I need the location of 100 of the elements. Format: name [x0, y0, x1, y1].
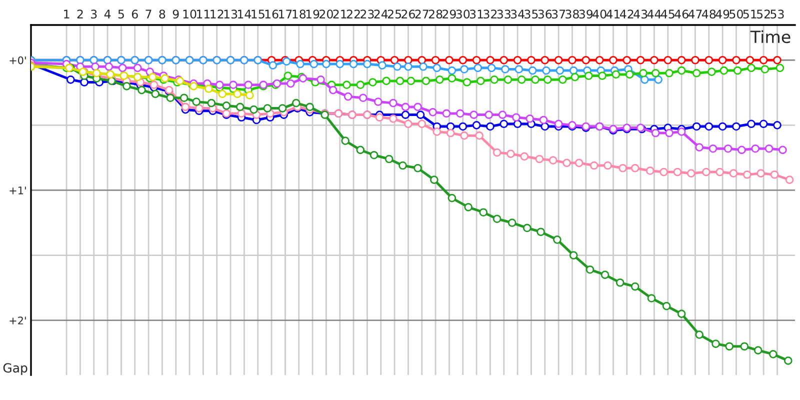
- point: [286, 79, 295, 88]
- point: [470, 110, 478, 119]
- point: [692, 68, 701, 78]
- point: [639, 68, 648, 78]
- point: [181, 102, 190, 112]
- point: [574, 158, 584, 168]
- point: [630, 282, 640, 291]
- point: [553, 236, 562, 244]
- point: [222, 102, 231, 110]
- x-tick-label: 39: [579, 10, 593, 19]
- point: [342, 80, 351, 90]
- point: [536, 228, 545, 236]
- point: [404, 56, 412, 64]
- x-tick-label: 31: [470, 10, 483, 19]
- point: [582, 56, 590, 64]
- point: [349, 60, 358, 68]
- point: [646, 166, 654, 175]
- x-tick-label: 19: [306, 10, 320, 19]
- point: [584, 72, 593, 80]
- point: [414, 102, 422, 112]
- point: [374, 98, 382, 106]
- x-tick-label: 16: [265, 10, 278, 19]
- x-tick-label: 36: [538, 10, 552, 19]
- point: [506, 150, 515, 158]
- point: [456, 109, 464, 118]
- point: [460, 65, 468, 74]
- point: [414, 164, 422, 172]
- point: [665, 128, 674, 138]
- point: [778, 146, 787, 154]
- point: [390, 56, 399, 64]
- point: [746, 56, 754, 64]
- point: [462, 78, 472, 86]
- point: [662, 302, 671, 310]
- point: [91, 62, 100, 71]
- point: [740, 342, 749, 351]
- x-tick-label: 10: [183, 10, 196, 19]
- point: [760, 65, 770, 74]
- x-tick-label: 14: [238, 10, 252, 18]
- point: [416, 110, 425, 119]
- point: [732, 56, 740, 64]
- point: [418, 56, 426, 64]
- point: [446, 128, 455, 138]
- x-axis-title: Time: [750, 30, 790, 44]
- x-tick-label: 44: [647, 10, 662, 18]
- point: [556, 66, 564, 75]
- point: [718, 56, 727, 64]
- x-tick-label: 29: [442, 10, 456, 19]
- point: [475, 131, 484, 140]
- point: [498, 110, 507, 119]
- point: [422, 76, 430, 86]
- point: [554, 56, 563, 64]
- x-tick-label: 43: [634, 10, 648, 19]
- point: [104, 62, 114, 71]
- point: [479, 208, 488, 217]
- point: [428, 108, 437, 116]
- point: [609, 56, 618, 64]
- x-tick-label: 40: [592, 10, 606, 19]
- point: [432, 128, 442, 136]
- point: [707, 68, 716, 76]
- point: [751, 144, 760, 153]
- x-tick-label: 46: [674, 10, 688, 19]
- point: [517, 75, 526, 84]
- point: [768, 350, 778, 358]
- point: [180, 94, 188, 102]
- point: [500, 56, 508, 64]
- point: [401, 110, 410, 119]
- point: [358, 94, 368, 102]
- point: [512, 113, 520, 122]
- point: [263, 104, 272, 112]
- point: [306, 102, 314, 112]
- point: [677, 56, 686, 64]
- point: [501, 65, 510, 74]
- point: [370, 150, 378, 160]
- point: [133, 64, 142, 72]
- point: [704, 56, 714, 64]
- x-tick-label: 47: [688, 10, 702, 18]
- point: [514, 65, 524, 74]
- point: [522, 224, 532, 232]
- point: [747, 64, 756, 72]
- point: [586, 265, 594, 274]
- x-tick-label: 48: [702, 10, 716, 19]
- point: [464, 202, 473, 212]
- point: [80, 78, 88, 86]
- point: [237, 109, 246, 118]
- point: [708, 144, 718, 153]
- x-tick-label: 23: [360, 10, 374, 19]
- x-tick-label: 49: [716, 10, 730, 19]
- x-tick-label: 25: [388, 10, 402, 19]
- point: [148, 72, 157, 82]
- point: [747, 120, 756, 128]
- x-tick-label: 52: [756, 10, 770, 19]
- point: [520, 152, 529, 161]
- point: [474, 64, 482, 72]
- point: [558, 75, 567, 84]
- point: [724, 144, 732, 153]
- point: [569, 66, 578, 75]
- point: [531, 75, 540, 84]
- point: [445, 56, 454, 64]
- point: [729, 169, 738, 178]
- point: [773, 121, 782, 130]
